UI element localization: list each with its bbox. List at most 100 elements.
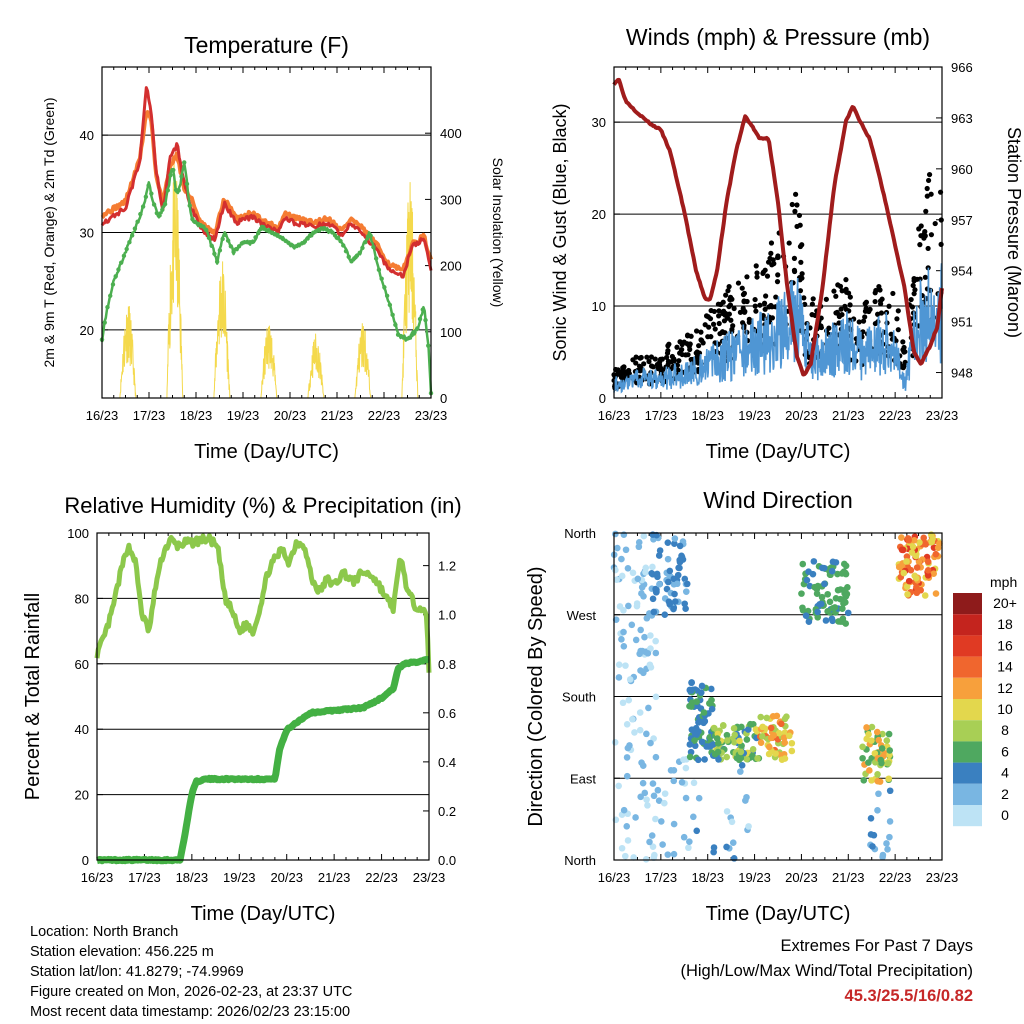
gust-point bbox=[900, 339, 906, 345]
direction-point bbox=[640, 532, 648, 540]
gust-point bbox=[928, 191, 934, 197]
dewpoint-point bbox=[171, 167, 176, 173]
direction-point bbox=[638, 590, 645, 597]
direction-point bbox=[884, 846, 891, 853]
gust-point bbox=[721, 318, 728, 324]
dewpoint-point bbox=[118, 260, 124, 265]
direction-point bbox=[867, 815, 875, 822]
gust-point bbox=[706, 324, 712, 330]
direction-point bbox=[676, 542, 684, 550]
y-axis-label: Sonic Wind & Gust (Blue, Black) bbox=[550, 103, 570, 361]
y-tick-label: 80 bbox=[75, 591, 89, 606]
direction-point bbox=[642, 855, 650, 863]
direction-point bbox=[612, 566, 619, 574]
direction-point bbox=[840, 568, 848, 575]
direction-point bbox=[664, 851, 672, 858]
dewpoint-point bbox=[162, 201, 168, 207]
direction-point bbox=[729, 839, 737, 847]
direction-point bbox=[781, 739, 789, 746]
y2-tick-label: 300 bbox=[440, 192, 462, 207]
direction-point bbox=[743, 736, 751, 743]
direction-point bbox=[632, 814, 639, 821]
gust-point bbox=[720, 310, 726, 317]
humidity-precip-panel: Relative Humidity (%) & Precipitation (i… bbox=[22, 493, 462, 925]
gust-point bbox=[763, 293, 769, 299]
direction-point bbox=[805, 568, 812, 576]
gust-point bbox=[926, 171, 933, 178]
direction-point bbox=[713, 735, 721, 742]
solar-insolation-line bbox=[260, 325, 278, 399]
y2-tick-label: 1.2 bbox=[438, 559, 456, 574]
y2-tick-label: 0.8 bbox=[438, 657, 456, 672]
x-tick-label: 18/23 bbox=[176, 870, 209, 885]
gust-point bbox=[646, 358, 652, 365]
dewpoint-point bbox=[165, 188, 170, 193]
direction-point bbox=[636, 650, 643, 658]
direction-point bbox=[652, 693, 660, 701]
direction-point bbox=[618, 636, 625, 643]
direction-point bbox=[913, 589, 921, 597]
direction-point bbox=[701, 756, 708, 763]
plot-border bbox=[96, 532, 430, 861]
gust-point bbox=[644, 354, 650, 360]
dewpoint-point bbox=[426, 343, 431, 348]
gust-point bbox=[862, 314, 868, 320]
direction-point bbox=[670, 777, 678, 785]
dewpoint-point bbox=[393, 322, 398, 327]
direction-point bbox=[641, 633, 648, 641]
dewpoint-point bbox=[363, 240, 368, 245]
gust-point bbox=[895, 327, 901, 333]
direction-point bbox=[625, 602, 632, 610]
dewpoint-point bbox=[382, 285, 387, 290]
direction-point bbox=[661, 799, 668, 807]
direction-point bbox=[652, 589, 660, 596]
direction-point bbox=[637, 793, 644, 801]
direction-point bbox=[616, 603, 624, 610]
direction-point bbox=[693, 698, 700, 705]
direction-point bbox=[625, 696, 633, 704]
direction-point bbox=[714, 748, 722, 756]
direction-point bbox=[698, 682, 706, 690]
direction-point bbox=[885, 775, 893, 783]
direction-point bbox=[745, 823, 752, 830]
y-tick-label: 30 bbox=[592, 115, 606, 130]
direction-point bbox=[723, 808, 731, 815]
gust-point bbox=[799, 275, 805, 281]
dewpoint-point bbox=[124, 246, 129, 252]
y2-tick-label: 200 bbox=[440, 259, 462, 274]
gust-point bbox=[823, 296, 829, 302]
direction-point bbox=[698, 738, 706, 746]
direction-point bbox=[824, 590, 831, 598]
direction-point bbox=[620, 643, 628, 650]
temp-2m-line bbox=[100, 86, 433, 279]
direction-point bbox=[652, 637, 659, 645]
colorbar-label: 12 bbox=[997, 680, 1013, 696]
direction-point bbox=[865, 759, 872, 766]
dewpoint-point bbox=[360, 245, 365, 251]
direction-point bbox=[769, 712, 777, 720]
direction-tick-label: South bbox=[562, 690, 596, 705]
direction-point bbox=[637, 626, 644, 634]
colorbar-label: 4 bbox=[1001, 765, 1009, 781]
x-tick-label: 16/23 bbox=[598, 870, 631, 885]
colorbar-label: 8 bbox=[1001, 722, 1009, 738]
colorbar-swatch bbox=[953, 699, 982, 721]
dewpoint-point bbox=[190, 216, 195, 222]
direction-point bbox=[615, 782, 622, 790]
gust-point bbox=[802, 301, 808, 307]
dewpoint-point bbox=[379, 276, 384, 281]
dewpoint-point bbox=[113, 274, 118, 279]
x-tick-label: 22/23 bbox=[879, 870, 912, 885]
gust-point bbox=[716, 308, 722, 314]
direction-point bbox=[615, 674, 623, 681]
direction-point bbox=[653, 570, 661, 578]
dewpoint-point bbox=[168, 172, 173, 178]
direction-point bbox=[695, 794, 703, 802]
direction-point bbox=[875, 736, 883, 744]
gust-point bbox=[729, 296, 735, 302]
gust-point bbox=[754, 270, 760, 276]
direction-point bbox=[822, 617, 830, 624]
direction-point bbox=[731, 731, 739, 739]
gust-point bbox=[789, 201, 795, 208]
dewpoint-point bbox=[406, 335, 412, 341]
